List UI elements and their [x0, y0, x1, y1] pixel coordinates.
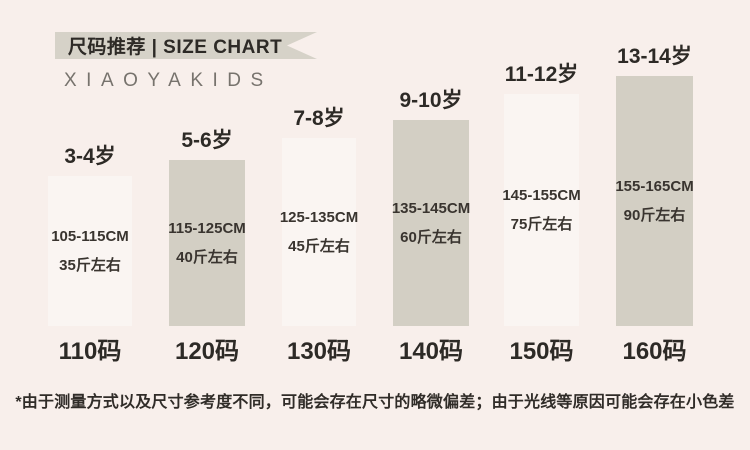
size-bar: 115-125CM 40斤左右 [168, 160, 246, 326]
weight-label: 40斤左右 [176, 248, 238, 266]
size-bar: 145-155CM 75斤左右 [502, 94, 581, 326]
weight-label: 60斤左右 [400, 228, 462, 246]
ribbon-banner: 尺码推荐 | SIZE CHART [55, 32, 317, 59]
age-label: 7-8岁 [293, 107, 345, 130]
page-title: 尺码推荐 | SIZE CHART [67, 37, 283, 58]
height-range-label: 145-155CM [502, 186, 581, 204]
size-bar: 105-115CM 35斤左右 [48, 176, 132, 326]
age-label: 11-12岁 [504, 63, 579, 86]
height-range-label: 135-145CM [391, 199, 471, 217]
height-range-label: 155-165CM [615, 177, 694, 195]
size-bar: 155-165CM 90斤左右 [615, 76, 694, 326]
disclaimer-note: *由于测量方式以及尺寸参考度不同，可能会存在尺寸的略微偏差；由于光线等原因可能会… [15, 394, 735, 411]
size-column-130: 7-8岁 125-135CM 45斤左右 130码 [279, 102, 359, 370]
size-bar: 135-145CM 60斤左右 [391, 120, 471, 326]
brand-name: XIAOYAKIDS [64, 70, 273, 91]
height-range-label: 105-115CM [51, 227, 129, 245]
height-range-label: 125-135CM [279, 208, 359, 226]
size-code-label: 120码 [174, 337, 240, 365]
weight-label: 35斤左右 [59, 256, 121, 274]
size-code-label: 110码 [58, 337, 122, 365]
age-label: 3-4岁 [64, 145, 116, 168]
size-column-150: 11-12岁 145-155CM 75斤左右 150码 [502, 58, 581, 370]
age-label: 5-6岁 [181, 129, 233, 152]
size-column-140: 9-10岁 135-145CM 60斤左右 140码 [391, 84, 471, 370]
height-range-label: 115-125CM [168, 219, 246, 237]
size-bar: 125-135CM 45斤左右 [279, 138, 359, 326]
weight-label: 90斤左右 [623, 206, 686, 224]
weight-label: 45斤左右 [288, 237, 350, 255]
size-code-label: 160码 [622, 337, 687, 365]
size-column-110: 3-4岁 105-115CM 35斤左右 110码 [48, 140, 132, 370]
weight-label: 75斤左右 [510, 215, 573, 233]
size-code-label: 140码 [398, 337, 464, 365]
size-column-120: 5-6岁 115-125CM 40斤左右 120码 [168, 124, 246, 370]
size-code-label: 130码 [286, 337, 352, 365]
size-code-label: 150码 [509, 337, 574, 365]
age-label: 13-14岁 [617, 45, 692, 68]
size-bar-chart: 3-4岁 105-115CM 35斤左右 110码 5-6岁 115-125CM… [48, 40, 694, 370]
age-label: 9-10岁 [399, 89, 463, 112]
size-column-160: 13-14岁 155-165CM 90斤左右 160码 [615, 40, 694, 370]
